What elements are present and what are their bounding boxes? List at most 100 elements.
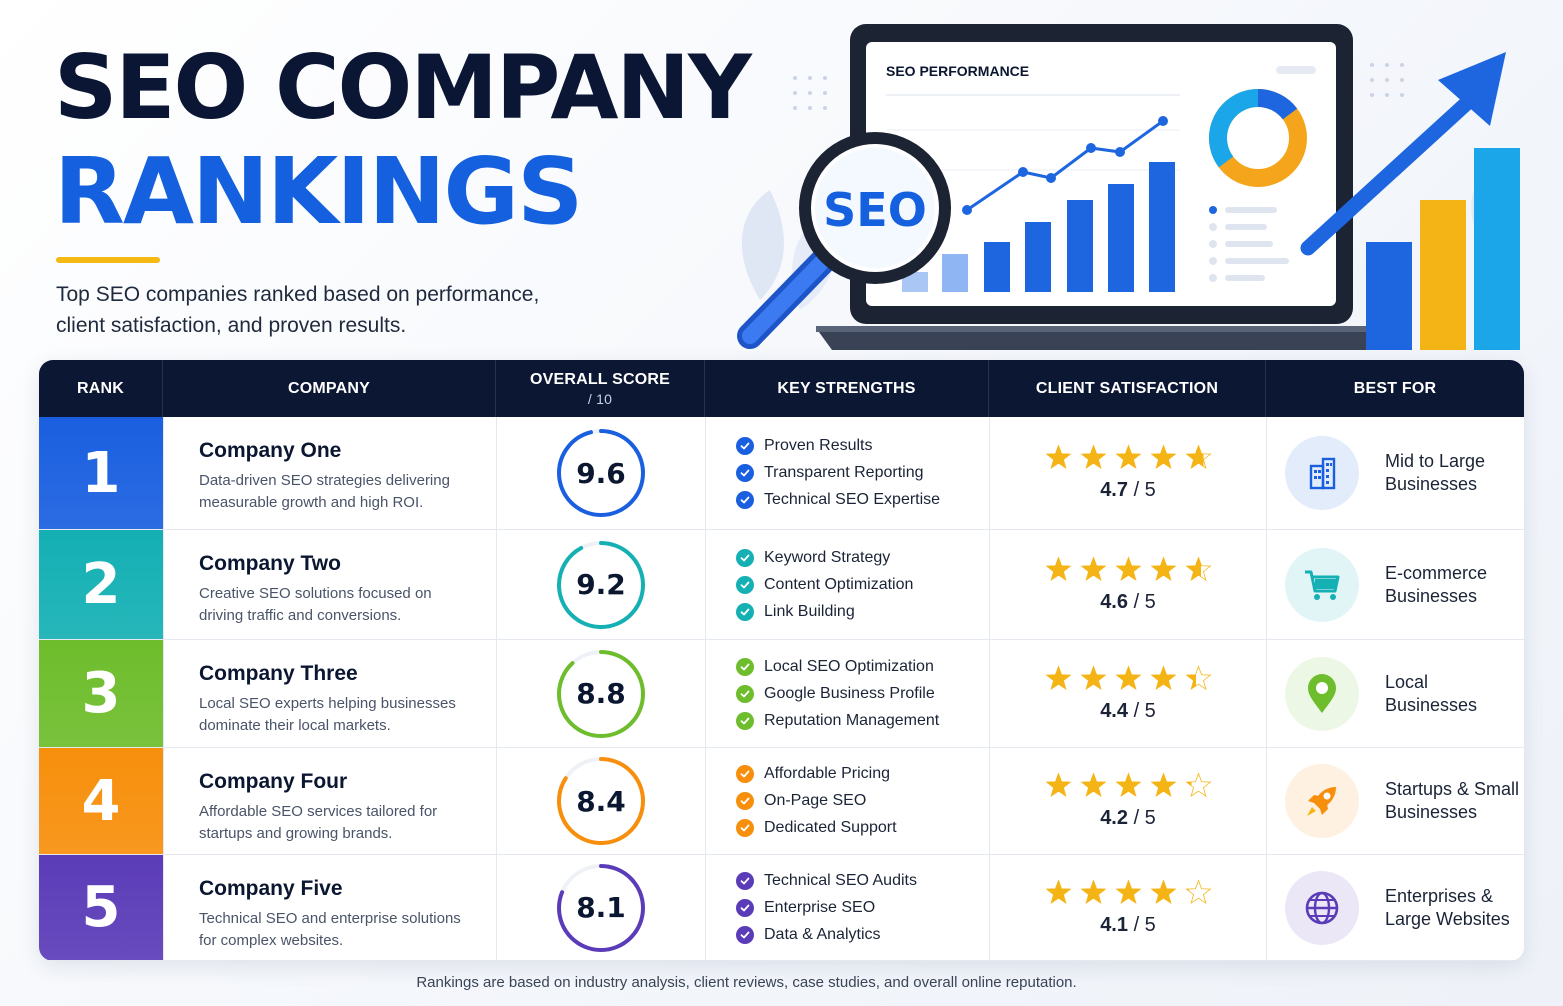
company-name: Company Three (199, 662, 358, 685)
page-title-line-1: SEO COMPANY (54, 36, 752, 139)
star-shape (1115, 444, 1141, 470)
table-row: 2 Company Two Creative SEO solutions focus… (39, 530, 1524, 640)
checkmark-icon (736, 657, 754, 676)
star-icon (1150, 664, 1176, 690)
score-cell: 8.8 (496, 640, 705, 747)
strength-item: Transparent Reporting (736, 462, 989, 484)
best-for-label: Mid to Large Businesses (1385, 451, 1486, 494)
laptop-bar-chart (902, 162, 1175, 292)
star-shape (1185, 444, 1211, 470)
table-header: RANK COMPANY OVERALL SCORE / 10 KEY STRE… (39, 360, 1524, 417)
score-cell: 8.4 (496, 748, 705, 854)
strength-label: Transparent Reporting (764, 464, 924, 481)
magnifier-icon: SEO (737, 132, 951, 349)
strength-label: Technical SEO Audits (764, 871, 917, 889)
company-name: Company One (199, 439, 342, 462)
company-cell: Company Five Technical SEO and enterprise… (163, 855, 496, 960)
satisfaction-cell: 4.1 / 5 (989, 855, 1266, 960)
best-for-label: E-commerce Businesses (1385, 562, 1488, 606)
table-row: 5 Company Five Technical SEO and enterpris… (39, 855, 1524, 961)
company-name: Company Two (199, 552, 341, 575)
company-cell: Company One Data-driven SEO strategies de… (163, 417, 496, 529)
star-shape (1115, 772, 1141, 798)
checkmark-icon (736, 711, 754, 730)
company-description: Affordable SEO services tailored for sta… (199, 803, 438, 842)
rating-text: 4.2 / 5 (1100, 807, 1156, 830)
score-cell: 9.6 (496, 417, 705, 529)
strength-item: Google Business Profile (736, 683, 989, 705)
strength-label: Technical SEO Expertise (764, 491, 941, 508)
score-gauge (557, 649, 645, 738)
laptop-heading: SEO PERFORMANCE (886, 63, 1029, 79)
star-rating (1045, 555, 1212, 583)
rocket-icon (1285, 764, 1359, 838)
column-header-company-label: COMPANY (288, 379, 370, 397)
best-for-cell: Startups & Small Businesses (1266, 748, 1524, 854)
strength-label: Proven Results (764, 437, 873, 454)
satisfaction-cell: 4.4 / 5 (989, 640, 1266, 747)
rank-number: 2 (39, 530, 163, 639)
rating-scale: / 5 (1133, 699, 1156, 722)
star-icon (1185, 772, 1211, 798)
strength-item: Dedicated Support (736, 817, 989, 839)
rating-value: 4.1 (1100, 913, 1128, 936)
company-name: Company Four (199, 770, 348, 793)
rankings-table: RANK COMPANY OVERALL SCORE / 10 KEY STRE… (39, 360, 1524, 961)
checkmark-icon (736, 464, 754, 482)
star-icon (1115, 444, 1141, 470)
laptop-donut-chart (1209, 89, 1307, 187)
checkmark-icon (736, 898, 754, 917)
star-shape (1185, 878, 1211, 904)
strength-label: Link Building (764, 602, 855, 620)
star-shape (1080, 444, 1106, 470)
score-gauge-arc (557, 540, 645, 629)
rank-number: 3 (39, 640, 163, 747)
star-icon (1080, 444, 1106, 470)
checkmark-icon (736, 575, 754, 594)
column-header-best-for: BEST FOR (1266, 360, 1524, 417)
column-header-strengths: KEY STRENGTHS (705, 360, 989, 417)
star-icon (1045, 555, 1071, 581)
score-value: 8.8 (576, 677, 626, 710)
star-icon (1115, 772, 1141, 798)
star-rating (1045, 664, 1212, 692)
star-shape (1185, 772, 1211, 798)
score-ring: 8.1 (554, 861, 648, 955)
star-shape (1185, 555, 1211, 581)
score-gauge-arc (557, 649, 645, 738)
column-header-strengths-label: KEY STRENGTHS (777, 379, 916, 397)
star-icon (1045, 444, 1071, 470)
star-shape (1045, 444, 1071, 470)
strengths-cell: Technical SEO Audits Enterprise SEO Data &… (705, 855, 989, 960)
star-shape (1045, 878, 1071, 904)
column-header-company: COMPANY (163, 360, 496, 417)
score-cell: 9.2 (496, 530, 705, 639)
column-header-score: OVERALL SCORE / 10 (496, 360, 705, 417)
best-for-cell: Enterprises & Large Websites (1266, 855, 1524, 960)
score-value: 8.4 (576, 784, 626, 818)
checkmark-icon (736, 602, 754, 621)
company-cell: Company Two Creative SEO solutions focuse… (163, 530, 496, 639)
satisfaction-cell: 4.2 / 5 (989, 748, 1266, 854)
seo-performance-laptop-illustration: SEO PERFORMANCE (737, 24, 1520, 350)
checkmark-icon (736, 765, 754, 783)
best-for-label: Enterprises & Large Websites (1385, 885, 1510, 929)
strength-item: Keyword Strategy (736, 547, 989, 569)
star-shape (1150, 444, 1176, 470)
company-description: Local SEO experts helping businesses dom… (199, 695, 456, 734)
score-gauge (557, 863, 645, 952)
star-shape (1150, 878, 1176, 904)
strength-label: Keyword Strategy (764, 548, 891, 566)
score-gauge-arc (557, 863, 645, 952)
map-pin-icon (1285, 656, 1359, 731)
star-icon (1045, 664, 1071, 690)
strength-item: On-Page SEO (736, 790, 989, 812)
star-icon (1080, 555, 1106, 581)
strength-item: Proven Results (736, 435, 989, 457)
rank-number: 5 (39, 855, 163, 960)
strength-item: Content Optimization (736, 574, 989, 596)
rating-text: 4.4 / 5 (1100, 700, 1156, 723)
company-cell: Company Three Local SEO experts helping b… (163, 640, 496, 747)
rating-scale: / 5 (1133, 913, 1156, 936)
star-shape (1185, 664, 1211, 690)
